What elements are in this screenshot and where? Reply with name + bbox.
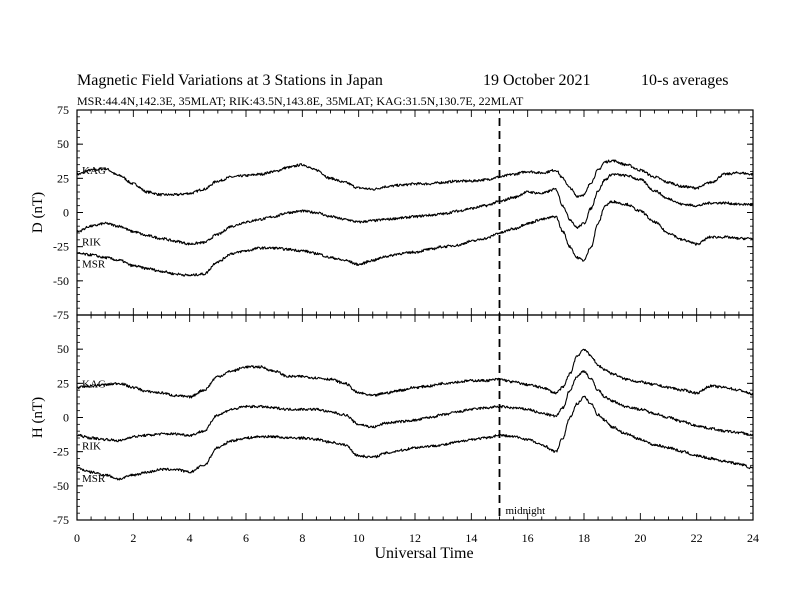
y-tick-label: 75 — [57, 103, 69, 117]
x-tick-label: 16 — [522, 531, 534, 545]
x-tick-label: 18 — [578, 531, 590, 545]
chart-title: Magnetic Field Variations at 3 Stations … — [77, 72, 383, 89]
series-line-msr — [76, 395, 754, 481]
x-tick-label: 12 — [409, 531, 421, 545]
x-tick-label: 24 — [747, 531, 759, 545]
series-line-kag — [76, 348, 754, 399]
y-axis-label: H (nT) — [30, 397, 46, 438]
x-tick-label: 6 — [243, 531, 249, 545]
series-line-rik — [76, 370, 754, 443]
series-label-rik: RIK — [82, 440, 101, 452]
x-tick-label: 22 — [691, 531, 703, 545]
panel-frame-1 — [76, 109, 754, 316]
y-tick-label: -75 — [53, 308, 69, 322]
series-label-kag: KAG — [82, 165, 106, 177]
y-tick-label: 25 — [57, 376, 69, 390]
y-tick-label: 25 — [57, 171, 69, 185]
chart-date: 19 October 2021 — [483, 72, 591, 89]
x-tick-label: 10 — [353, 531, 365, 545]
series-line-msr — [76, 200, 754, 277]
y-tick-label: 50 — [57, 342, 69, 356]
averaging-label: 10-s averages — [641, 72, 729, 89]
y-tick-label: 0 — [63, 206, 69, 220]
y-tick-label: 0 — [63, 411, 69, 425]
x-tick-label: 8 — [299, 531, 305, 545]
series-line-rik — [76, 173, 754, 246]
y-tick-label: -75 — [53, 513, 69, 527]
series-label-kag: KAG — [82, 378, 106, 390]
series-label-msr: MSR — [82, 259, 106, 271]
series-line-kag — [76, 159, 754, 198]
y-tick-label: -25 — [53, 445, 69, 459]
y-tick-label: -50 — [53, 274, 69, 288]
y-tick-label: -25 — [53, 240, 69, 254]
x-tick-label: 2 — [130, 531, 136, 545]
panel-frame-2 — [76, 314, 754, 521]
x-tick-label: 14 — [465, 531, 477, 545]
x-tick-label: 4 — [187, 531, 193, 545]
x-tick-label: 0 — [74, 531, 80, 545]
y-axis-label: D (nT) — [30, 192, 46, 233]
station-coordinates: MSR:44.4N,142.3E, 35MLAT; RIK:43.5N,143.… — [77, 94, 524, 108]
y-tick-label: 50 — [57, 137, 69, 151]
midnight-label: midnight — [506, 505, 546, 517]
series-label-msr: MSR — [82, 473, 106, 485]
series-label-rik: RIK — [82, 237, 101, 249]
y-tick-label: -50 — [53, 479, 69, 493]
x-tick-label: 20 — [634, 531, 646, 545]
x-axis-label: Universal Time — [374, 545, 473, 562]
